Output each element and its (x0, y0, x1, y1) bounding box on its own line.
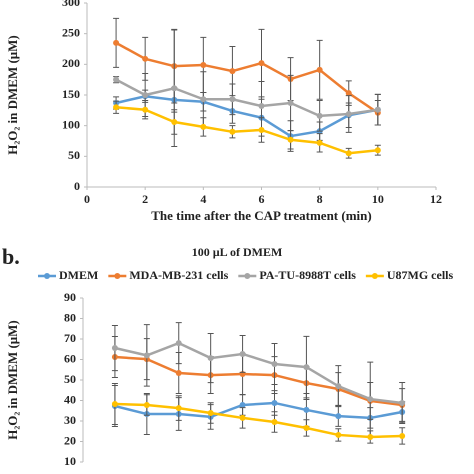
data-point (113, 104, 120, 111)
data-point (367, 396, 374, 403)
data-point (258, 60, 265, 67)
y-tick-label: 150 (62, 87, 80, 101)
series-line (115, 94, 379, 138)
x-tick-label: 6 (259, 192, 265, 206)
data-point (142, 106, 149, 113)
x-tick-label: 12 (430, 192, 442, 206)
x-tick-label: 0 (84, 192, 90, 206)
data-point (345, 150, 352, 157)
y-tick-label: 80 (64, 310, 76, 324)
data-point (399, 432, 406, 439)
series-line (115, 106, 378, 155)
data-point (258, 126, 265, 133)
y-tick-label: 90 (64, 290, 76, 304)
data-point (113, 76, 120, 83)
y-tick-label: 0 (74, 179, 80, 193)
data-point (287, 99, 294, 106)
x-tick-label: 8 (317, 192, 323, 206)
data-point (113, 39, 120, 46)
data-point (335, 413, 342, 420)
series-line (115, 41, 379, 114)
data-point (271, 399, 278, 406)
data-point (303, 406, 310, 413)
series-line (114, 402, 403, 439)
data-point (171, 118, 178, 125)
x-axis-label: The time after the CAP treatment (min) (151, 208, 371, 223)
data-point (175, 405, 182, 412)
data-point (175, 370, 182, 377)
data-point (303, 424, 310, 431)
data-point (316, 139, 323, 146)
y-tick-label: 40 (64, 392, 76, 406)
data-point (374, 106, 381, 113)
x-tick-label: 4 (200, 192, 206, 206)
data-point (200, 96, 207, 103)
data-point (111, 400, 118, 407)
data-point (142, 92, 149, 98)
y-tick-label: 60 (64, 351, 76, 365)
y-axis-label: H₂O₂ in DMEM (μM) (5, 35, 20, 155)
legend-marker (371, 273, 378, 279)
y-tick-label: 10 (64, 454, 76, 468)
y-axis-label: H₂O₂ in DMEM (μM) (5, 320, 20, 440)
data-point (229, 68, 236, 75)
y-tick-label: 70 (64, 331, 76, 345)
data-point (374, 147, 381, 154)
x-tick-label: 10 (372, 192, 384, 206)
y-tick-label: 200 (62, 56, 80, 70)
data-point (258, 103, 265, 110)
series-line (114, 355, 403, 407)
legend-label: MDA-MB-231 cells (129, 268, 228, 282)
data-point (316, 112, 323, 119)
data-point (271, 361, 278, 368)
data-point (175, 340, 182, 347)
data-point (142, 55, 149, 62)
data-point (271, 419, 278, 426)
y-tick-label: 20 (64, 433, 76, 447)
data-point (335, 431, 342, 438)
data-point (200, 61, 207, 68)
x-tick-label: 2 (142, 192, 148, 206)
data-point (239, 350, 246, 357)
data-point (171, 85, 178, 92)
y-tick-label: 30 (64, 413, 76, 427)
data-point (303, 364, 310, 371)
series-line (114, 341, 403, 405)
legend-marker (244, 273, 251, 279)
data-point (316, 66, 323, 73)
y-tick-label: 100 (62, 117, 80, 131)
legend-label: DMEM (59, 268, 98, 282)
data-point (239, 414, 246, 421)
y-tick-label: 50 (64, 372, 76, 386)
legend-label: U87MG cells (387, 268, 454, 282)
data-point (229, 96, 236, 103)
data-point (200, 123, 207, 130)
legend-marker (44, 273, 50, 279)
data-point (143, 402, 150, 409)
panel-label: b. (2, 244, 20, 269)
data-point (111, 345, 118, 352)
data-point (399, 399, 406, 406)
data-point (143, 352, 150, 359)
y-tick-label: 50 (68, 148, 80, 162)
data-point (345, 90, 352, 97)
data-point (229, 128, 236, 135)
data-point (207, 355, 214, 362)
data-point (335, 383, 342, 390)
data-point (345, 111, 352, 118)
series-line (114, 401, 403, 420)
data-point (287, 136, 294, 143)
data-point (207, 410, 214, 417)
y-tick-label: 300 (62, 0, 80, 9)
chart-title: 100 µL of DMEM (192, 245, 283, 259)
data-point (239, 402, 246, 409)
legend-marker (114, 273, 121, 279)
y-tick-label: 250 (62, 25, 80, 39)
series-line (115, 78, 379, 118)
data-point (367, 433, 374, 440)
legend-label: PA-TU-8988T cells (259, 268, 356, 282)
